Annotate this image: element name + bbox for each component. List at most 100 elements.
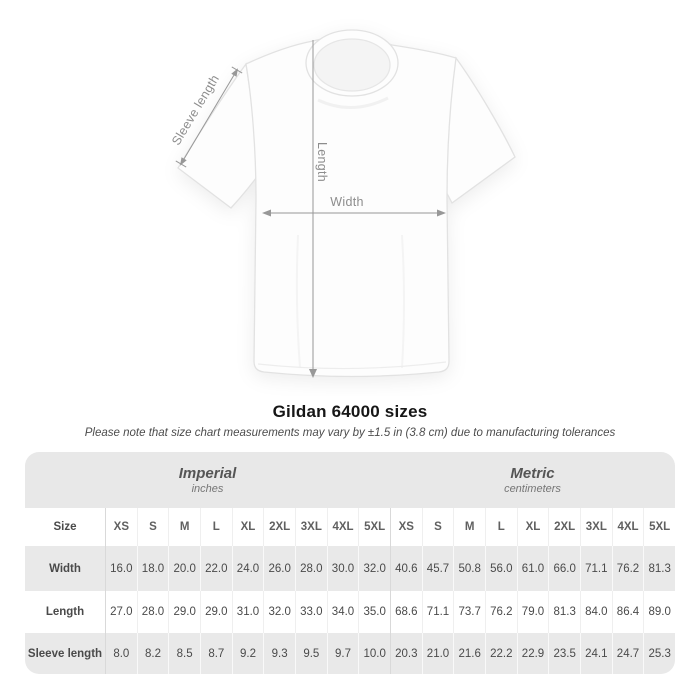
size-header: 2XL bbox=[548, 508, 580, 546]
value-cell: 61.0 bbox=[516, 546, 549, 591]
value-cell: 81.3 bbox=[643, 546, 675, 591]
size-header: L bbox=[199, 508, 232, 546]
value-cell: 8.7 bbox=[199, 633, 232, 674]
value-cell: 22.9 bbox=[516, 633, 549, 674]
size-header: 3XL bbox=[294, 508, 327, 546]
value-cell: 71.1 bbox=[579, 546, 612, 591]
value-cell: 27.0 bbox=[105, 591, 137, 633]
size-header: M bbox=[168, 508, 200, 546]
tshirt-left-sleeve bbox=[177, 62, 263, 209]
size-col-header: Size bbox=[53, 521, 77, 533]
tshirt-wrinkle bbox=[401, 234, 405, 369]
size-header-row: Size XS S M L XL 2XL 3XL 4XL 5XL XS S M … bbox=[25, 508, 675, 546]
value-cell: 8.2 bbox=[136, 633, 169, 674]
page-title: Gildan 64000 sizes bbox=[272, 402, 428, 421]
value-cell: 81.3 bbox=[548, 591, 580, 633]
value-cell: 9.3 bbox=[263, 633, 295, 674]
value-cell: 56.0 bbox=[484, 546, 517, 591]
table-row-length: Length 27.0 28.0 29.0 29.0 31.0 32.0 33.… bbox=[25, 591, 675, 633]
value-cell: 18.0 bbox=[136, 546, 169, 591]
imperial-unit: inches bbox=[191, 483, 224, 495]
size-header: 4XL bbox=[326, 508, 359, 546]
value-cell: 28.0 bbox=[136, 591, 169, 633]
table-row-sleeve-length: Sleeve length 8.0 8.2 8.5 8.7 9.2 9.3 9.… bbox=[25, 633, 675, 674]
value-cell: 21.6 bbox=[453, 633, 485, 674]
metric-unit: centimeters bbox=[504, 483, 561, 495]
value-cell: 30.0 bbox=[326, 546, 359, 591]
value-cell: 32.0 bbox=[263, 591, 295, 633]
size-header: 2XL bbox=[263, 508, 295, 546]
value-cell: 86.4 bbox=[611, 591, 644, 633]
tshirt-wrinkle bbox=[295, 234, 301, 369]
value-cell: 50.8 bbox=[453, 546, 485, 591]
value-cell: 40.6 bbox=[389, 546, 422, 591]
value-cell: 24.7 bbox=[611, 633, 644, 674]
value-cell: 29.0 bbox=[199, 591, 232, 633]
value-cell: 76.2 bbox=[611, 546, 644, 591]
value-cell: 9.5 bbox=[294, 633, 327, 674]
table-row-width: Width 16.0 18.0 20.0 22.0 24.0 26.0 28.0… bbox=[25, 546, 675, 591]
value-cell: 34.0 bbox=[326, 591, 359, 633]
size-header: S bbox=[421, 508, 454, 546]
size-header: L bbox=[484, 508, 517, 546]
width-label: Width bbox=[330, 195, 363, 209]
page-subtitle: Please note that size chart measurements… bbox=[84, 427, 616, 439]
imperial-header: Imperial inches bbox=[25, 452, 390, 508]
size-header: S bbox=[136, 508, 169, 546]
size-header: M bbox=[453, 508, 485, 546]
size-header: XS bbox=[105, 508, 137, 546]
row-label: Sleeve length bbox=[27, 647, 103, 660]
tshirt-hem-seam bbox=[257, 361, 447, 370]
imperial-label: Imperial bbox=[178, 465, 237, 482]
value-cell: 9.2 bbox=[231, 633, 264, 674]
sleeve-length-arrow bbox=[180, 69, 238, 165]
value-cell: 68.6 bbox=[389, 591, 422, 633]
value-cell: 8.0 bbox=[105, 633, 137, 674]
value-cell: 29.0 bbox=[168, 591, 200, 633]
value-cell: 20.0 bbox=[168, 546, 200, 591]
length-label: Length bbox=[315, 142, 329, 182]
value-cell: 79.0 bbox=[516, 591, 549, 633]
metric-label: Metric bbox=[510, 465, 555, 482]
sleeve-length-arrowhead-top bbox=[231, 68, 238, 77]
value-cell: 31.0 bbox=[231, 591, 264, 633]
value-cell: 23.5 bbox=[548, 633, 580, 674]
value-cell: 35.0 bbox=[358, 591, 390, 633]
value-cell: 25.3 bbox=[643, 633, 675, 674]
metric-header: Metric centimeters bbox=[390, 452, 675, 508]
value-cell: 84.0 bbox=[579, 591, 612, 633]
value-cell: 24.1 bbox=[579, 633, 612, 674]
value-cell: 22.0 bbox=[199, 546, 232, 591]
size-chart-table: Imperial inches Metric centimeters Size … bbox=[25, 452, 675, 674]
value-cell: 21.0 bbox=[421, 633, 454, 674]
value-cell: 16.0 bbox=[105, 546, 137, 591]
value-cell: 33.0 bbox=[294, 591, 327, 633]
value-cell: 32.0 bbox=[358, 546, 390, 591]
row-label: Length bbox=[45, 606, 85, 618]
value-cell: 71.1 bbox=[421, 591, 454, 633]
value-cell: 45.7 bbox=[421, 546, 454, 591]
value-cell: 73.7 bbox=[453, 591, 485, 633]
length-arrowhead bbox=[309, 369, 317, 378]
size-header: 5XL bbox=[643, 508, 675, 546]
size-header: XS bbox=[389, 508, 422, 546]
tshirt-collar-inner bbox=[313, 38, 391, 92]
size-header: 5XL bbox=[358, 508, 390, 546]
sleeve-length-arrowhead-bottom bbox=[180, 157, 187, 166]
units-header: Imperial inches Metric centimeters bbox=[25, 452, 675, 508]
size-header: 4XL bbox=[611, 508, 644, 546]
value-cell: 8.5 bbox=[168, 633, 200, 674]
size-header: 3XL bbox=[579, 508, 612, 546]
value-cell: 76.2 bbox=[484, 591, 517, 633]
tshirt-wrinkle bbox=[317, 96, 389, 110]
value-cell: 28.0 bbox=[294, 546, 327, 591]
value-cell: 66.0 bbox=[548, 546, 580, 591]
value-cell: 10.0 bbox=[358, 633, 390, 674]
value-cell: 22.2 bbox=[484, 633, 517, 674]
value-cell: 20.3 bbox=[389, 633, 422, 674]
value-cell: 9.7 bbox=[326, 633, 359, 674]
size-header: XL bbox=[231, 508, 264, 546]
tshirt-graphic: Width Length Sleeve length bbox=[169, 29, 516, 378]
shirt-diagram: Width Length Sleeve length bbox=[169, 29, 516, 378]
